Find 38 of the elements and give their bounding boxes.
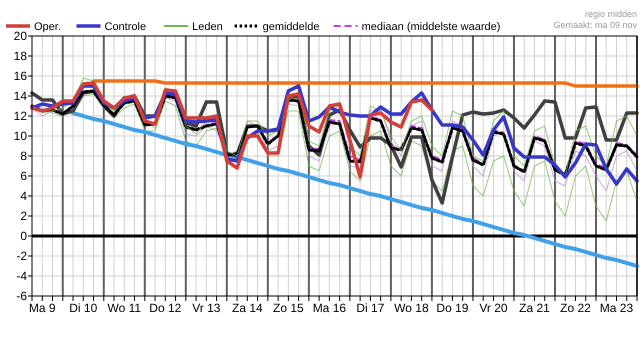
x-tick-label: Di 10 (69, 301, 98, 315)
x-tick-label: Do 19 (436, 301, 469, 315)
y-tick-label: -4 (16, 269, 28, 284)
x-tick-label: Vr 20 (479, 301, 508, 315)
y-tick-label: 8 (20, 149, 28, 164)
y-tick-label: 2 (20, 209, 28, 224)
x-tick-label: Di 17 (356, 301, 385, 315)
y-tick-label: 12 (14, 109, 28, 124)
legend-label: gemiddelde (262, 21, 320, 33)
x-tick-label: Do 12 (149, 301, 182, 315)
legend-label: Controle (104, 21, 146, 33)
y-tick-label: 20 (14, 29, 28, 44)
x-tick-label: Vr 13 (192, 301, 221, 315)
y-tick-label: 14 (14, 89, 28, 104)
x-tick-label: Ma 9 (28, 301, 56, 315)
legend-label: mediaan (middelste waarde) (362, 21, 500, 33)
y-tick-label: 10 (14, 129, 28, 144)
y-tick-label: -2 (16, 249, 28, 264)
line-series (71, 111, 639, 268)
x-tick-label: Zo 15 (273, 301, 304, 315)
x-tick-label: Wo 11 (108, 301, 142, 315)
x-tick-label: Ma 23 (600, 301, 634, 315)
x-tick-label: Wo 18 (394, 301, 429, 315)
text: Gemaakt: ma 09 nov (553, 20, 638, 30)
y-tick-label: 6 (20, 169, 28, 184)
legend-label: Leden (192, 21, 223, 33)
text: regio midden (584, 9, 637, 19)
y-tick-label: 18 (14, 49, 28, 64)
legend-label: Oper. (34, 21, 61, 33)
x-tick-label: Za 21 (519, 301, 550, 315)
y-tick-label: 4 (20, 189, 28, 204)
x-tick-label: Ma 16 (312, 301, 346, 315)
y-tick-label: 0 (20, 229, 28, 244)
y-tick-label: -6 (16, 289, 28, 304)
x-tick-label: Zo 22 (560, 301, 592, 315)
x-tick-label: Za 14 (232, 301, 264, 315)
y-tick-label: 16 (14, 69, 28, 84)
line-series (30, 81, 434, 179)
